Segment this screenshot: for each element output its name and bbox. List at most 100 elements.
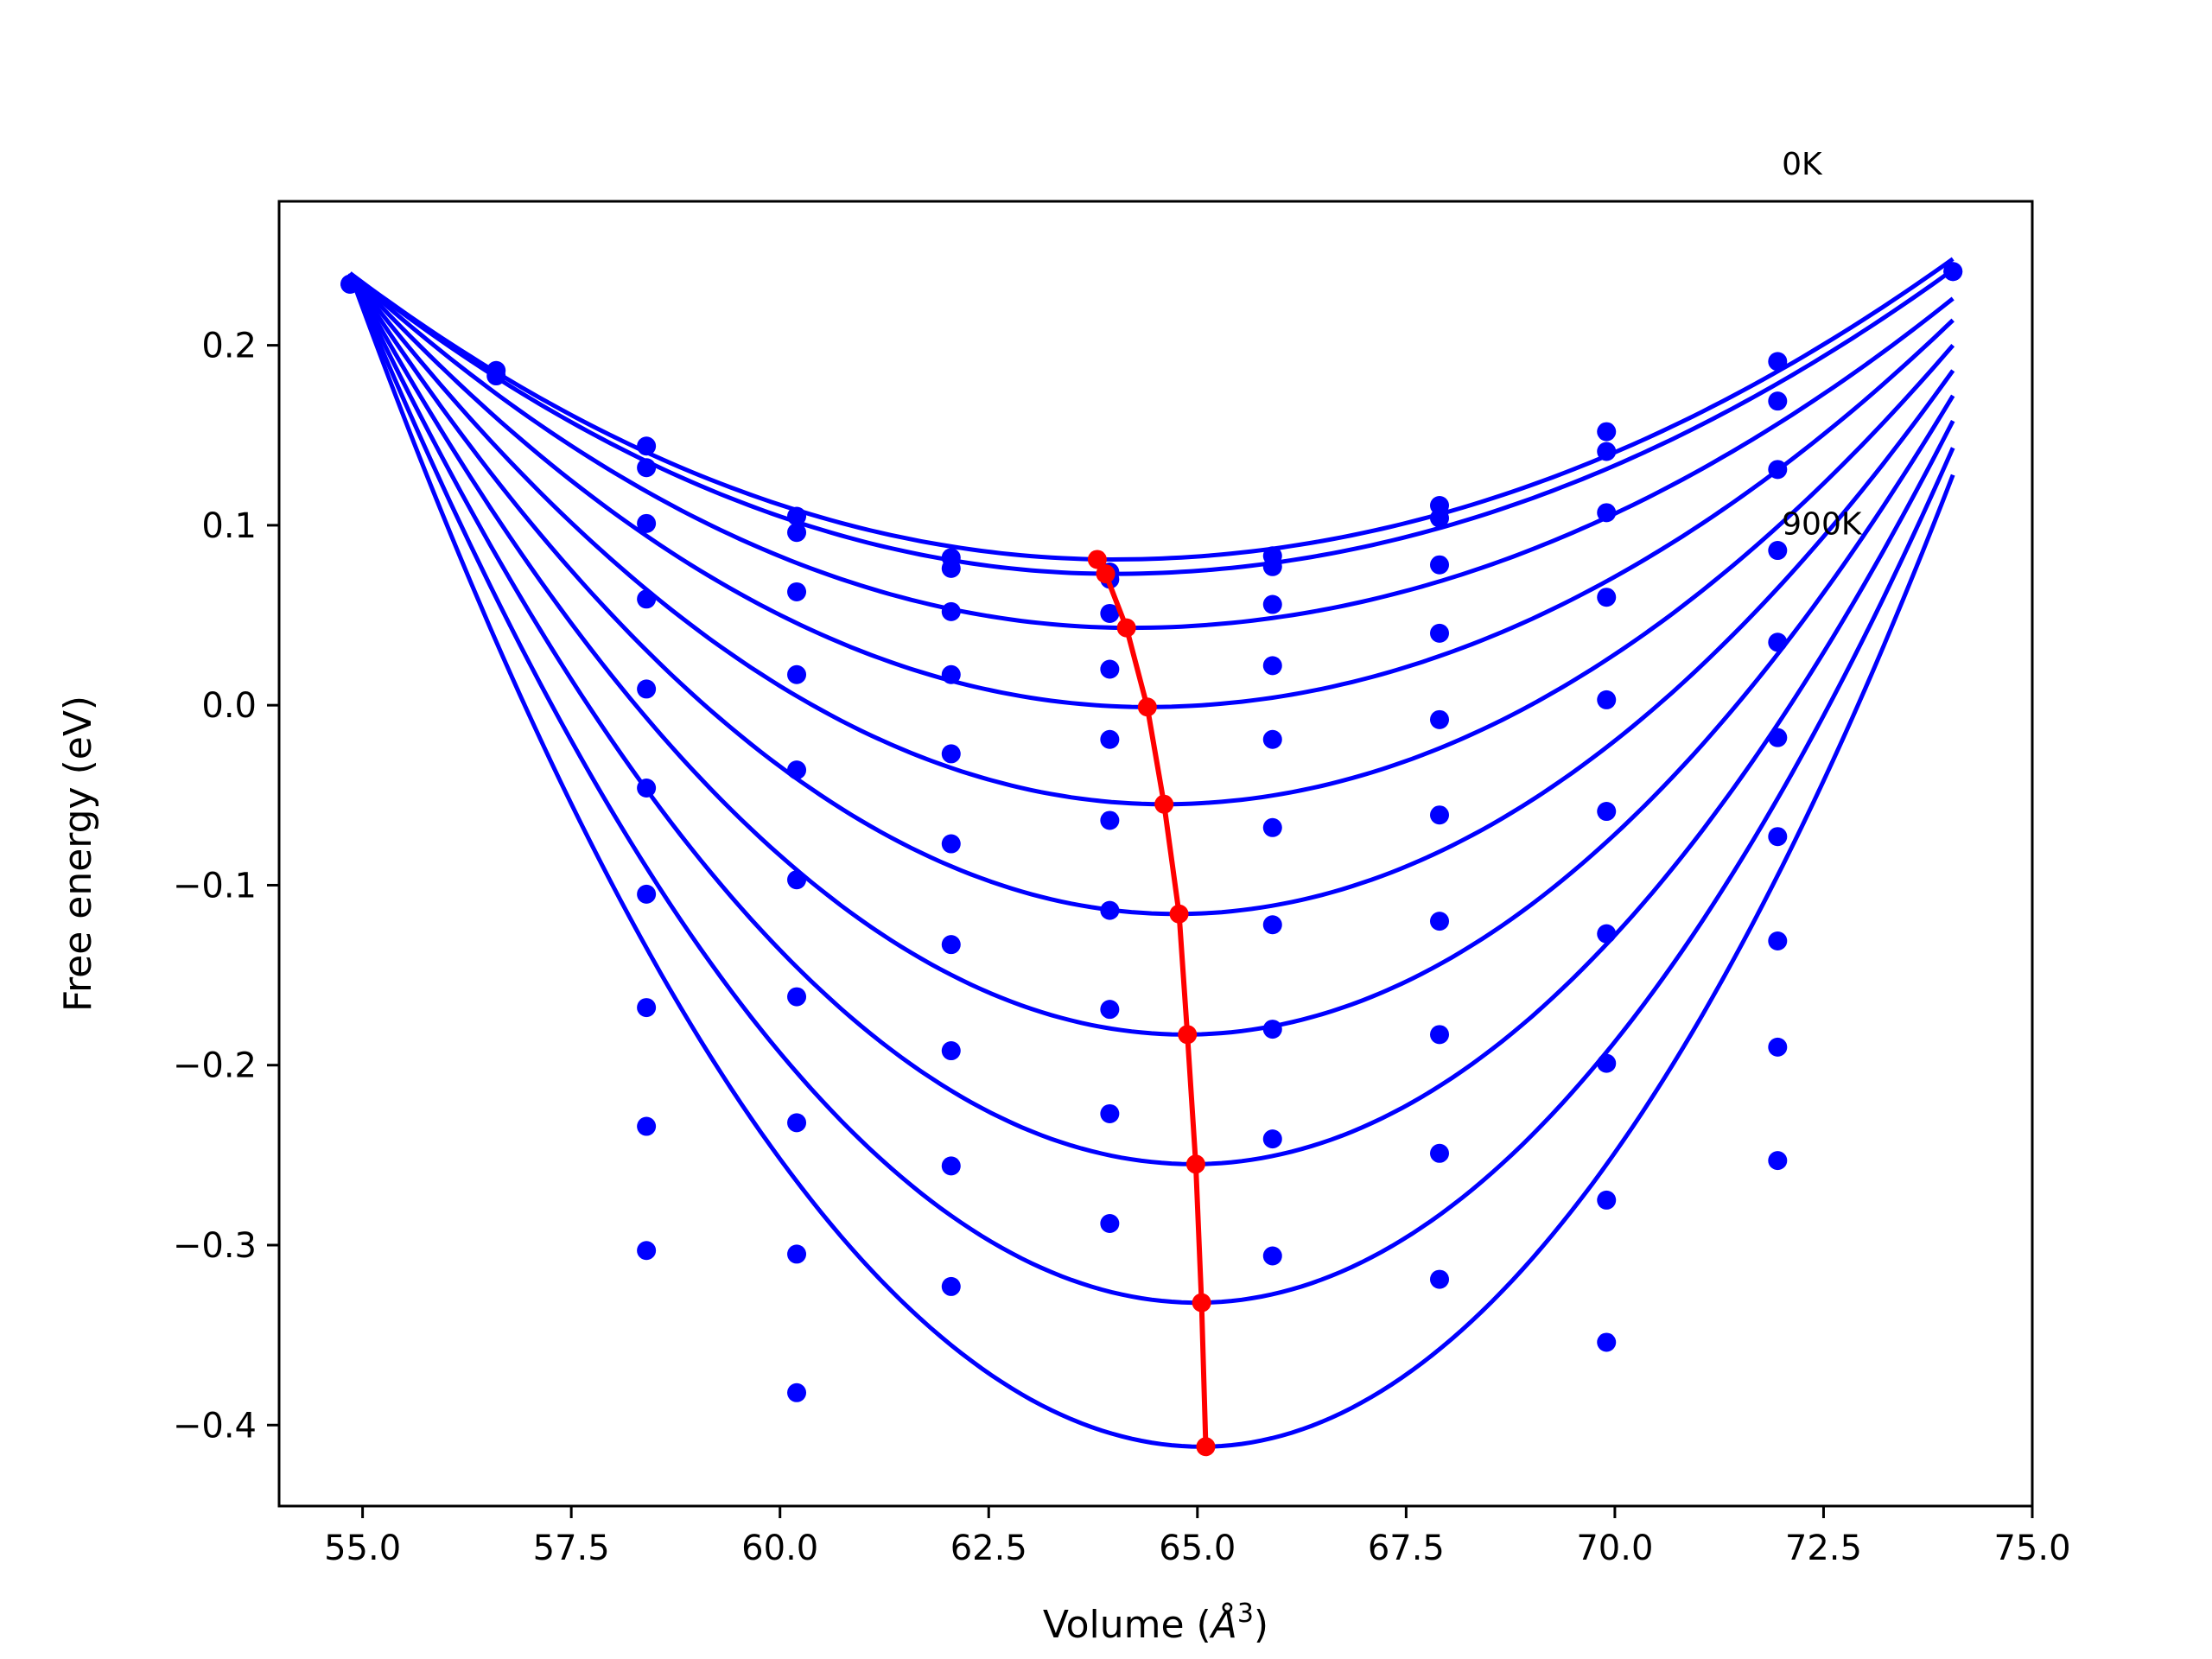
data-point xyxy=(637,1241,657,1261)
x-tick-label: 72.5 xyxy=(1785,1529,1862,1568)
data-point xyxy=(1100,1000,1120,1020)
minimum-point xyxy=(1087,550,1107,569)
data-point xyxy=(1768,391,1788,411)
minimum-point xyxy=(1169,904,1189,924)
annotations: 0K 900K xyxy=(1782,147,1863,543)
data-point xyxy=(637,513,657,533)
data-point xyxy=(1430,709,1450,729)
minimum-point xyxy=(1196,1437,1216,1457)
data-point xyxy=(1430,912,1450,931)
data-point xyxy=(1768,1037,1788,1057)
data-point xyxy=(637,436,657,456)
y-tick-label: 0.1 xyxy=(201,506,257,546)
data-point xyxy=(637,1116,657,1136)
x-axis-ticks: 55.0 57.5 60.0 62.5 65.0 67.5 70.0 72.5 75.0 xyxy=(324,1506,2071,1568)
data-point xyxy=(787,664,807,684)
x-tick-label: 67.5 xyxy=(1368,1529,1445,1568)
data-point xyxy=(1597,442,1617,461)
data-point xyxy=(1768,1151,1788,1171)
data-point xyxy=(1597,503,1617,523)
data-point xyxy=(1597,690,1617,709)
data-points xyxy=(340,262,1963,1402)
data-point xyxy=(1100,1103,1120,1123)
data-point xyxy=(941,834,961,854)
minimum-point xyxy=(1185,1154,1205,1174)
data-point xyxy=(637,884,657,904)
data-point xyxy=(1943,262,1963,282)
data-point xyxy=(1100,810,1120,830)
y-tick-label: 0.0 xyxy=(201,686,257,726)
data-point xyxy=(1262,1020,1282,1039)
annotation-label: 0K xyxy=(1782,147,1823,182)
data-point xyxy=(1597,588,1617,607)
annotation-label: 900K xyxy=(1782,506,1863,542)
fit-curve-9 xyxy=(347,272,1955,1449)
data-point xyxy=(1262,817,1282,837)
x-axis-label-prefix: Volume ( xyxy=(1043,1603,1211,1647)
data-point xyxy=(1430,805,1450,825)
fit-curve-0 xyxy=(348,257,1955,563)
data-point xyxy=(1768,827,1788,847)
data-point xyxy=(1262,656,1282,676)
y-axis-label: Free energy (eV) xyxy=(56,696,100,1012)
data-point xyxy=(787,1382,807,1402)
data-point xyxy=(941,558,961,578)
minimum-point xyxy=(1137,697,1157,717)
data-point xyxy=(941,664,961,684)
minimum-line xyxy=(1087,550,1216,1457)
x-tick-label: 55.0 xyxy=(324,1529,401,1568)
data-point xyxy=(637,679,657,699)
data-point xyxy=(1100,659,1120,679)
data-point xyxy=(1262,594,1282,614)
plot-frame xyxy=(277,200,2034,1508)
data-point xyxy=(1262,1129,1282,1149)
x-tick-label: 65.0 xyxy=(1159,1529,1236,1568)
data-point xyxy=(941,744,961,764)
y-tick-label: 0.2 xyxy=(201,327,257,366)
fit-curve-1 xyxy=(348,268,1955,576)
y-tick-label: −0.2 xyxy=(173,1046,257,1086)
data-point xyxy=(941,1276,961,1296)
x-tick-label: 62.5 xyxy=(950,1529,1027,1568)
minimum-line-path xyxy=(1095,557,1209,1447)
x-tick-label: 60.0 xyxy=(741,1529,818,1568)
data-point xyxy=(787,870,807,890)
data-point xyxy=(1430,623,1450,643)
data-point xyxy=(1768,728,1788,747)
data-point xyxy=(637,778,657,798)
data-point xyxy=(1100,603,1120,623)
data-point xyxy=(1597,1332,1617,1352)
x-axis-label-suffix: ) xyxy=(1254,1603,1268,1647)
data-point xyxy=(1430,1025,1450,1045)
data-point xyxy=(1262,915,1282,935)
data-point xyxy=(486,366,506,386)
data-point xyxy=(941,601,961,621)
data-point xyxy=(787,523,807,543)
data-point xyxy=(787,582,807,601)
data-point xyxy=(941,935,961,955)
minimum-point xyxy=(1154,794,1174,814)
fit-curve-8 xyxy=(347,272,1955,1306)
fit-curve-2 xyxy=(348,271,1955,631)
x-axis-label-unit: Å xyxy=(1209,1601,1237,1647)
fit-curve-6 xyxy=(347,272,1955,1037)
x-axis-label: Volume (Å3) xyxy=(1043,1599,1268,1647)
data-point xyxy=(1430,508,1450,528)
minimum-point xyxy=(1096,564,1116,584)
data-point xyxy=(1597,802,1617,822)
fit-curve-4 xyxy=(348,271,1955,807)
data-point xyxy=(1597,422,1617,442)
data-point xyxy=(787,760,807,780)
data-point xyxy=(1768,352,1788,372)
data-point xyxy=(941,1041,961,1061)
y-axis-ticks: 0.2 0.1 0.0 −0.1 −0.2 −0.3 −0.4 xyxy=(173,327,279,1446)
data-point xyxy=(1430,1143,1450,1163)
data-point xyxy=(941,1156,961,1176)
data-point xyxy=(787,506,807,526)
data-point xyxy=(1100,729,1120,749)
data-point xyxy=(1430,555,1450,575)
x-axis-label-exponent: 3 xyxy=(1237,1599,1254,1629)
data-point xyxy=(1768,541,1788,561)
